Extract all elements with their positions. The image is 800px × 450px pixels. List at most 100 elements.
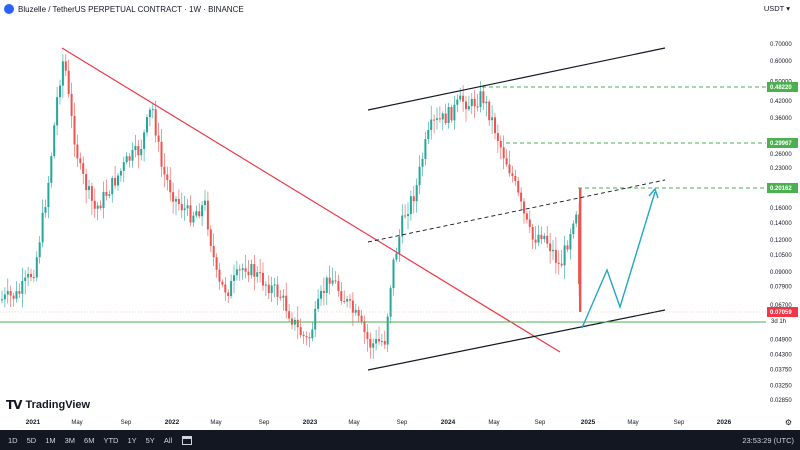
candle-body — [546, 235, 549, 244]
time-tick-label: May — [71, 420, 82, 426]
candle-body — [314, 308, 317, 330]
candle-body — [233, 275, 235, 282]
symbol-logo-icon — [4, 4, 14, 14]
candle-body — [256, 272, 259, 277]
candle-body — [523, 201, 525, 214]
candle-body — [305, 336, 308, 338]
time-tick-label: 2024 — [441, 419, 456, 426]
candle-body — [93, 200, 96, 209]
candle-body — [264, 284, 267, 286]
candle-body — [186, 205, 189, 209]
candle-body — [450, 107, 453, 121]
candle-body — [534, 239, 537, 243]
candle-body — [259, 272, 262, 274]
candle-body — [172, 192, 175, 202]
candle-body — [575, 214, 578, 224]
candle-body — [61, 61, 64, 86]
drawings-layer[interactable] — [0, 47, 766, 371]
candle-body — [343, 301, 346, 303]
candle-body — [15, 291, 18, 299]
candle-body — [438, 118, 441, 120]
candle-body — [383, 340, 386, 345]
currency-selector[interactable]: USDT ▾ — [764, 4, 790, 13]
candle-body — [35, 257, 38, 278]
tradingview-logo: 𝗧𝗩 TradingView — [6, 398, 90, 412]
utc-clock[interactable]: 23:53:29 (UTC) — [742, 436, 794, 445]
candle-body — [192, 215, 195, 223]
time-axis[interactable]: 2021 May Sep 2022 May Sep 2023 May Sep 2024 May Sep… — [26, 419, 732, 426]
candle-body — [528, 219, 531, 227]
candle-body — [195, 211, 198, 216]
channel-mid-line[interactable] — [367, 179, 666, 243]
candle-body — [302, 335, 305, 337]
candle-body — [206, 200, 209, 230]
candle-body — [175, 199, 177, 202]
price-axis[interactable]: 0.700000.600000.500000.420000.360000.290… — [766, 0, 800, 430]
price-tick-label: 0.70000 — [770, 42, 792, 48]
candle-body — [73, 115, 76, 145]
timeframe-5y[interactable]: 5Y — [145, 435, 155, 445]
candle-body — [154, 109, 157, 136]
candle-body — [21, 280, 24, 294]
candle-body — [134, 145, 137, 150]
candle-body — [114, 177, 117, 186]
timeframe-5d[interactable]: 5D — [26, 435, 37, 445]
candle-body — [322, 290, 325, 293]
time-tick-label: 2021 — [26, 419, 41, 426]
candle-body — [198, 211, 201, 217]
price-tick-label: 0.14000 — [770, 221, 792, 227]
candle-body — [494, 117, 496, 134]
candle-body — [131, 149, 134, 161]
timeframe-1d[interactable]: 1D — [8, 435, 18, 445]
price-tag-label: 0.29967 — [770, 141, 792, 147]
projection-arrowhead — [648, 187, 659, 199]
candle-body — [331, 280, 334, 284]
candle-body — [337, 281, 340, 292]
candle-body — [508, 164, 511, 174]
timeframe-1y[interactable]: 1Y — [127, 435, 137, 445]
candle-body — [96, 205, 99, 209]
timeframe-3m[interactable]: 3M — [64, 435, 76, 445]
candle-body — [59, 85, 61, 98]
calendar-icon[interactable] — [182, 435, 193, 445]
candle-body — [111, 177, 114, 195]
channel-lower-line[interactable] — [367, 309, 666, 371]
candle-body — [386, 316, 389, 345]
candle-body — [462, 95, 465, 102]
countdown-bg — [767, 317, 798, 325]
downtrend-line[interactable] — [61, 47, 561, 353]
gear-icon[interactable]: ⚙ — [784, 418, 792, 427]
candle-body-last — [579, 188, 582, 312]
price-tick-label: 0.06700 — [770, 303, 792, 309]
price-axis-bg — [766, 0, 800, 430]
candle-body — [137, 145, 140, 156]
price-tick-label: 0.23000 — [770, 166, 792, 172]
candle-body — [270, 285, 273, 294]
candle-body — [444, 113, 447, 123]
timeframe-1m[interactable]: 1M — [45, 435, 56, 445]
candle-body — [340, 291, 343, 302]
candle-body — [430, 119, 433, 131]
price-tick-label: 0.03250 — [770, 383, 792, 389]
candle-body — [38, 242, 41, 258]
candle-body — [511, 173, 514, 176]
timeframe-all[interactable]: All — [163, 435, 173, 445]
price-chart[interactable]: 0.700000.600000.500000.420000.360000.290… — [0, 0, 800, 430]
candle-body — [201, 205, 204, 217]
candle-body — [531, 226, 534, 240]
candle-body — [407, 214, 409, 216]
symbol-title[interactable]: Bluzelle / TetherUS PERPETUAL CONTRACT ·… — [18, 4, 244, 14]
candle-body — [421, 158, 424, 167]
candle-body — [299, 327, 302, 336]
candle-body — [505, 158, 508, 165]
candle-body — [557, 262, 560, 264]
candle-body — [491, 117, 494, 121]
channel-upper-line[interactable] — [367, 47, 666, 111]
candle-body — [360, 315, 363, 322]
timeframe-6m[interactable]: 6M — [84, 435, 95, 445]
candle-body — [151, 109, 154, 111]
candle-body — [288, 311, 291, 319]
candle-body — [427, 130, 430, 140]
timeframe-ytd[interactable]: YTD — [103, 435, 119, 445]
projection-path[interactable] — [581, 191, 656, 329]
